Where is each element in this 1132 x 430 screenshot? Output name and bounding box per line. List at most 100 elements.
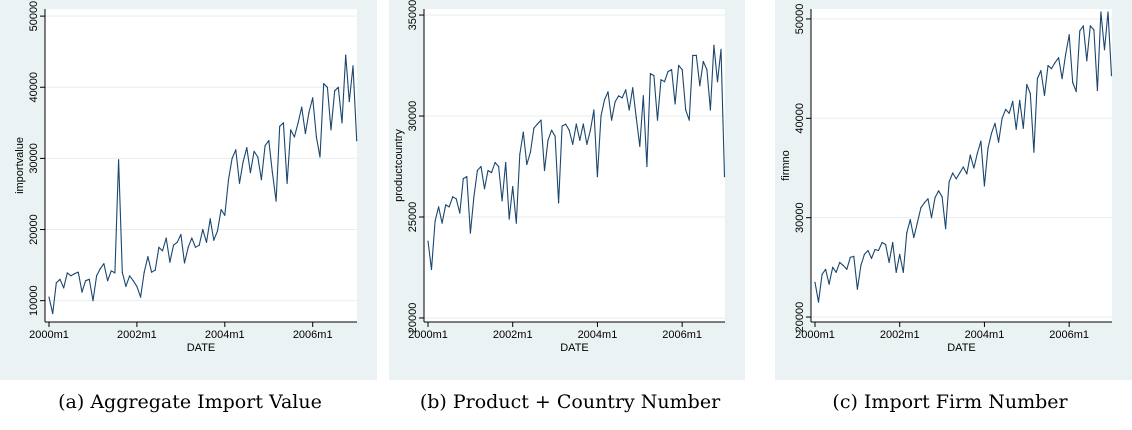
chart-c-data-point bbox=[817, 301, 820, 303]
chart-c-y-tick-label: 50000 bbox=[794, 4, 806, 35]
chart-a-data-point bbox=[286, 182, 288, 184]
chart-b-data-point bbox=[430, 268, 433, 271]
chart-a-data-point bbox=[209, 218, 211, 220]
chart-a-y-tick-label: 20000 bbox=[28, 214, 40, 245]
chart-b-data-point bbox=[685, 109, 687, 111]
chart-c-data-point bbox=[930, 217, 933, 219]
chart-a-data-point bbox=[345, 54, 347, 56]
chart-c-data-point bbox=[825, 268, 827, 270]
chart-a-data-point bbox=[59, 278, 61, 280]
chart-c-data-point bbox=[976, 152, 978, 154]
chart-a-data-point bbox=[216, 230, 219, 232]
chart-a-data-point bbox=[63, 287, 65, 289]
chart-b-x-tick-label: 2006m1 bbox=[662, 329, 702, 341]
chart-c-y-tick-label: 20000 bbox=[794, 302, 806, 333]
chart-panel-c: 20000 30000 40000 50000 2000m1 2002m1 2004m1 20… bbox=[775, 0, 1132, 380]
chart-c-x-tick-label: 2004m1 bbox=[965, 329, 1005, 341]
chart-c-data-point bbox=[874, 248, 876, 251]
chart-a-data-point bbox=[205, 241, 208, 243]
chart-b-data-point bbox=[558, 202, 560, 204]
chart-c-data-point bbox=[966, 173, 968, 175]
chart-a-data-point bbox=[246, 147, 248, 149]
chart-a-data-point bbox=[85, 280, 87, 282]
chart-b-data-point bbox=[596, 176, 598, 178]
chart-a-data-point bbox=[275, 200, 277, 202]
chart-a-data-point bbox=[304, 132, 306, 135]
chart-b-data-point bbox=[445, 204, 447, 206]
chart-c-data-point bbox=[1089, 25, 1091, 27]
caption-c: (c) Import Firm Number bbox=[780, 391, 1120, 413]
chart-a-y-tick-label: 30000 bbox=[28, 143, 40, 174]
chart-c-data-point bbox=[938, 190, 940, 192]
chart-b-data-point bbox=[589, 129, 591, 131]
chart-b-data-point bbox=[688, 119, 690, 121]
chart-a-x-axis-title: DATE bbox=[187, 342, 216, 354]
chart-b-x-axis-title: DATE bbox=[560, 342, 589, 354]
chart-a-y-tick-label: 10000 bbox=[28, 285, 40, 316]
chart-c-data-point bbox=[1110, 75, 1113, 77]
caption-b-text: Product + Country Number bbox=[452, 391, 721, 413]
import-value-chart: 10000 20000 30000 40000 50000 2000m1 2002m1 200… bbox=[0, 0, 377, 380]
chart-c-data-point bbox=[906, 232, 908, 234]
chart-c-data-point bbox=[1005, 108, 1007, 110]
chart-a-data-point bbox=[268, 140, 270, 142]
chart-a-data-point bbox=[158, 246, 160, 248]
chart-c-data-point bbox=[1093, 29, 1095, 31]
chart-a-data-point bbox=[224, 214, 226, 216]
caption-c-label: (c) bbox=[832, 391, 858, 413]
chart-c-data-point bbox=[885, 243, 887, 246]
chart-b-y-tick-label: 25000 bbox=[407, 202, 419, 233]
chart-b-data-point bbox=[561, 125, 563, 127]
chart-a-y-axis-title: importvalue bbox=[14, 137, 26, 194]
chart-a-data-point bbox=[70, 275, 72, 277]
chart-b-data-point bbox=[678, 64, 680, 67]
chart-a-data-point bbox=[293, 136, 295, 138]
chart-b-data-point bbox=[632, 87, 634, 89]
chart-b-data-point bbox=[667, 71, 669, 73]
chart-b-data-point bbox=[695, 54, 697, 57]
chart-a-data-point bbox=[110, 270, 112, 272]
chart-c-data-point bbox=[1065, 54, 1067, 56]
chart-b-data-point bbox=[572, 143, 574, 145]
chart-c-data-point bbox=[1107, 11, 1109, 13]
chart-a-data-point bbox=[194, 246, 197, 248]
chart-a-data-point bbox=[352, 65, 354, 67]
chart-c-data-point bbox=[941, 196, 943, 198]
chart-a-data-point bbox=[183, 262, 186, 264]
chart-c-data-point bbox=[945, 228, 947, 230]
caption-b: (b) Product + Country Number bbox=[400, 391, 740, 413]
chart-c-data-point bbox=[923, 202, 925, 204]
chart-b-data-point bbox=[582, 123, 584, 125]
chart-c-data-point bbox=[846, 268, 848, 270]
chart-a-data-point bbox=[132, 280, 134, 282]
chart-a-data-point bbox=[227, 179, 230, 181]
chart-b-data-point bbox=[487, 169, 489, 172]
chart-a-data-point bbox=[282, 122, 284, 124]
chart-c-y-tick-label: 40000 bbox=[794, 103, 806, 134]
chart-a-data-point bbox=[253, 150, 255, 152]
chart-b-data-point bbox=[512, 186, 514, 188]
chart-a-x-tick-label: 2000m1 bbox=[29, 329, 69, 341]
chart-b-data-point bbox=[635, 117, 637, 119]
chart-a-data-point bbox=[202, 228, 204, 231]
chart-a-data-point bbox=[125, 285, 127, 287]
chart-b-data-point bbox=[702, 60, 704, 63]
chart-b-data-point bbox=[536, 123, 538, 125]
chart-c-data-point bbox=[998, 141, 1000, 143]
chart-c-data-point bbox=[1100, 11, 1102, 13]
chart-b-data-point bbox=[526, 163, 528, 166]
chart-c-data-point bbox=[895, 271, 897, 273]
chart-a-x-tick-label: 2006m1 bbox=[293, 329, 333, 341]
chart-c-data-point bbox=[1096, 89, 1098, 92]
chart-b-data-point bbox=[515, 222, 517, 224]
chart-a-data-point bbox=[238, 182, 241, 184]
chart-b-data-point bbox=[625, 89, 627, 91]
chart-c-data-point bbox=[881, 241, 883, 244]
chart-c-plot-area bbox=[811, 9, 1112, 322]
chart-b-plot-area bbox=[424, 9, 725, 322]
chart-b-data-point bbox=[568, 129, 570, 131]
chart-a-data-point bbox=[172, 244, 175, 246]
chart-a-data-point bbox=[235, 149, 237, 151]
chart-a-data-point bbox=[103, 263, 105, 265]
chart-a-data-point bbox=[77, 271, 79, 273]
